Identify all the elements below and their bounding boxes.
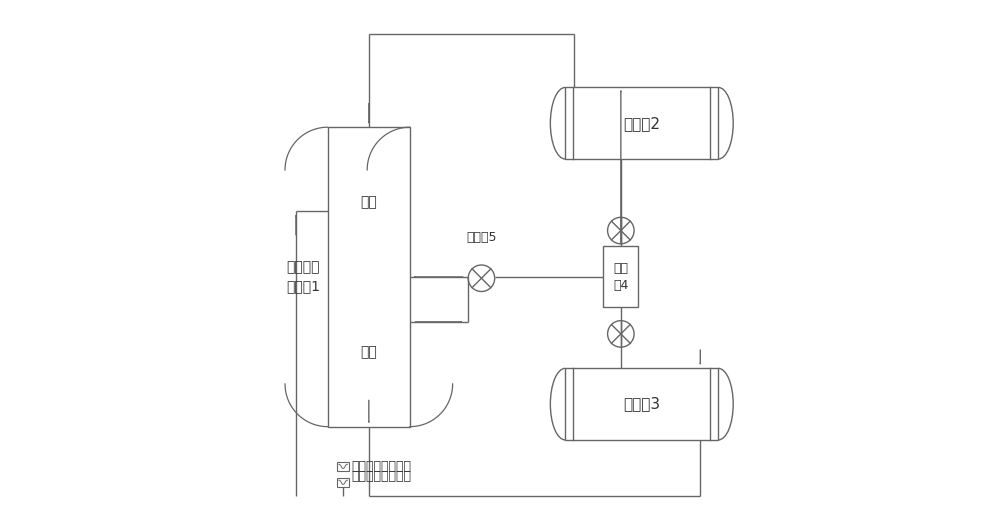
Bar	[565, 87, 718, 159]
Text: 补气阀5: 补气阀5	[466, 231, 497, 244]
Bar	[328, 127, 410, 427]
Text: 二级: 二级	[360, 195, 377, 209]
Bar	[565, 368, 718, 440]
Text: 蒸发器2: 蒸发器2	[623, 116, 660, 131]
Text: 经济
器4: 经济 器4	[613, 262, 628, 292]
Text: 冷凝器3: 冷凝器3	[623, 396, 660, 412]
Bar	[337, 462, 349, 471]
Text: 二级排气温度检测: 二级排气温度检测	[352, 460, 412, 473]
Bar	[337, 478, 349, 487]
Text: 一级: 一级	[360, 345, 377, 359]
Bar	[603, 246, 638, 307]
Text: 双级离心
压缩机1: 双级离心 压缩机1	[286, 260, 320, 294]
Text: 二级排气压力检测: 二级排气压力检测	[352, 471, 412, 483]
